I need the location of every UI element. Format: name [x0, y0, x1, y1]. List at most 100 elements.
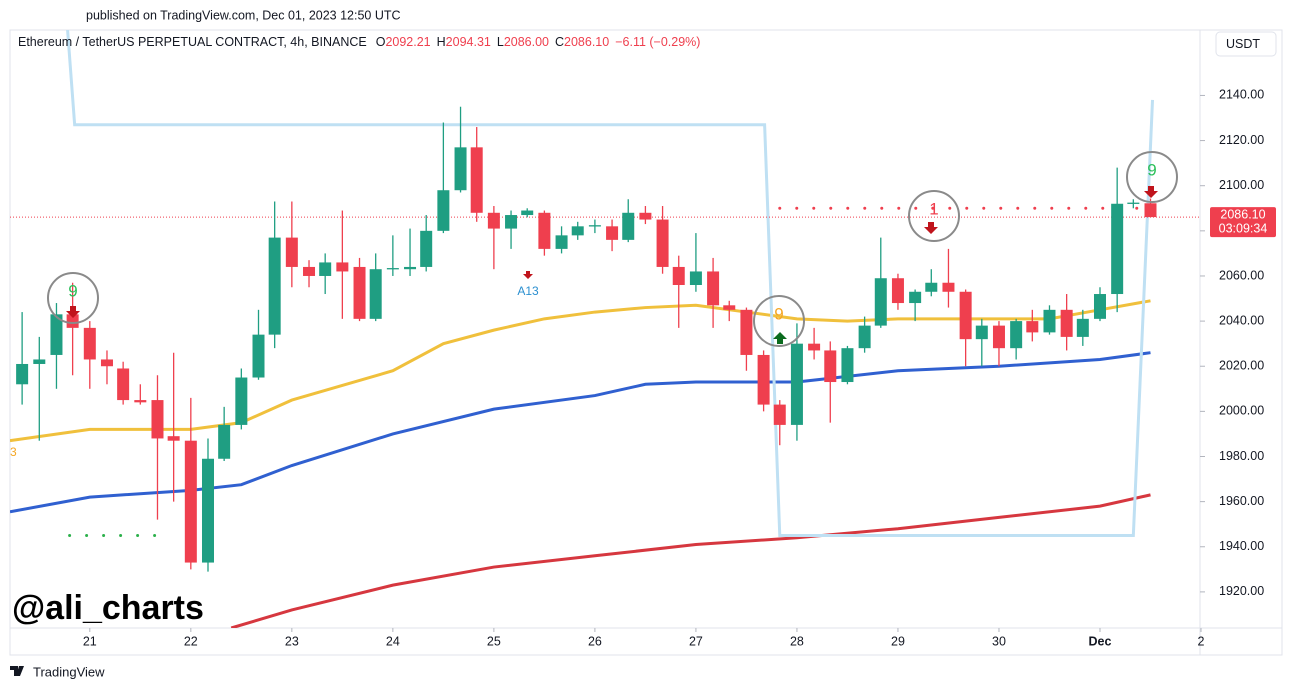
- x-tick-label: 26: [588, 634, 602, 648]
- candle-body: [33, 359, 46, 364]
- y-tick-label: 2040.00: [1219, 313, 1264, 327]
- signal-circle: [1126, 151, 1178, 203]
- signal-arrow: [523, 271, 533, 279]
- tradingview-logo: [10, 666, 24, 676]
- x-tick-label: 22: [184, 634, 198, 648]
- candle-body: [1111, 203, 1124, 295]
- candle-body: [16, 363, 29, 385]
- candle-body: [1026, 321, 1039, 333]
- x-tick-label: 29: [891, 634, 905, 648]
- annotation: A13: [517, 284, 539, 298]
- candle-body: [606, 226, 619, 240]
- x-tick-label: 25: [487, 634, 501, 648]
- frame: [9, 29, 1283, 656]
- candle-body: [437, 190, 450, 231]
- y-tick-label: 1960.00: [1219, 494, 1264, 508]
- candle-body: [100, 359, 113, 367]
- watermark: @ali_charts: [12, 589, 204, 627]
- signal-arrow: [1144, 186, 1158, 198]
- candle-body: [285, 237, 298, 267]
- candle-body: [909, 291, 922, 304]
- indicator-line: [230, 493, 1151, 628]
- signal-label: 1: [929, 199, 938, 218]
- footer: TradingView: [33, 664, 105, 679]
- candle-body: [66, 314, 79, 328]
- candle-body: [707, 271, 720, 306]
- signal-label: 9: [774, 304, 783, 323]
- candle-body: [201, 458, 214, 563]
- y-tick-label: 2100.00: [1219, 178, 1264, 192]
- candle-body: [268, 237, 281, 335]
- x-tick-label: 24: [386, 634, 400, 648]
- candle-body: [588, 225, 601, 227]
- signal-circle: [753, 295, 805, 347]
- candle-body: [723, 305, 736, 310]
- candle-body: [404, 266, 417, 270]
- candle-body: [184, 440, 197, 563]
- candle-body: [925, 282, 938, 292]
- x-tick-label: 21: [83, 634, 97, 648]
- ohlc-key: L: [497, 35, 504, 49]
- x-tick-label: 30: [992, 634, 1006, 648]
- title: Ethereum / TetherUS PERPETUAL CONTRACT, …: [18, 35, 367, 49]
- candle-body: [874, 278, 887, 326]
- candle-body: [50, 314, 63, 355]
- currency: USDT: [1226, 37, 1260, 51]
- y-tick-label: 1920.00: [1219, 584, 1264, 598]
- candle-body: [1076, 318, 1089, 337]
- candle-body: [521, 210, 534, 216]
- candle-body: [538, 212, 551, 249]
- candle-body: [134, 400, 147, 403]
- candle-body: [151, 400, 164, 439]
- last-price-tag: [1210, 207, 1276, 238]
- signal-label: 9: [68, 281, 77, 300]
- indicator-line: [10, 351, 1151, 514]
- countdown: 03:09:34: [1219, 221, 1268, 235]
- currency-box[interactable]: [1215, 31, 1277, 57]
- candle-body: [992, 325, 1005, 349]
- candle-body: [319, 262, 332, 276]
- candle-body: [117, 368, 130, 401]
- candle-body: [487, 212, 500, 229]
- x-tick-label: Dec: [1089, 634, 1112, 648]
- x-tick-label: 27: [689, 634, 703, 648]
- candle-body: [470, 147, 483, 213]
- candle-body: [1043, 309, 1056, 333]
- annotation: 3: [10, 445, 17, 459]
- signal-circle: [47, 272, 99, 324]
- ohlc-value: 2086.00: [504, 35, 549, 49]
- indicator-line: [10, 299, 1151, 443]
- candle-body: [336, 262, 349, 272]
- candle-body: [420, 230, 433, 267]
- indicator-line: [66, 30, 1155, 537]
- y-tick-label: 2000.00: [1219, 404, 1264, 418]
- y-tick-label: 1940.00: [1219, 539, 1264, 553]
- candle-body: [555, 235, 568, 249]
- candle-body: [1010, 321, 1023, 349]
- candle-body: [942, 282, 955, 292]
- x-tick-label: 2: [1198, 634, 1205, 648]
- candle-body: [505, 215, 518, 229]
- candle-body: [672, 266, 685, 285]
- candle-body: [1093, 294, 1106, 319]
- y-tick-label: 2060.00: [1219, 268, 1264, 282]
- ohlc-value: 2086.10: [564, 35, 609, 49]
- candle-body: [454, 147, 467, 191]
- candle-body: [167, 436, 180, 441]
- candle-body: [841, 348, 854, 383]
- published-note: published on TradingView.com, Dec 01, 20…: [86, 8, 401, 22]
- change: −6.11 (−0.29%): [615, 35, 700, 49]
- candle-body: [622, 212, 635, 240]
- y-tick-label: 1980.00: [1219, 449, 1264, 463]
- candle-body: [83, 327, 96, 360]
- ohlc-key: H: [437, 35, 446, 49]
- x-tick-label: 23: [285, 634, 299, 648]
- ohlc-key: C: [555, 35, 564, 49]
- candle-body: [656, 219, 669, 267]
- candle-body: [790, 343, 803, 425]
- candle-body: [891, 278, 904, 304]
- signal-circle: [908, 190, 960, 242]
- candle-body: [1060, 309, 1073, 337]
- candle-body: [975, 325, 988, 340]
